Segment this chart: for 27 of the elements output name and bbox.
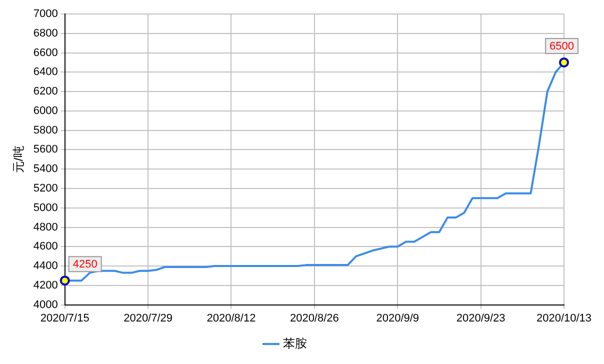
annotation: 4250 xyxy=(72,258,98,271)
x-tick-label: 2020/8/26 xyxy=(290,312,339,324)
y-axis-title: 元/吨 xyxy=(12,146,26,174)
y-tick-label: 5600 xyxy=(33,144,58,156)
y-tick-label: 6400 xyxy=(33,66,58,78)
y-tick-label: 4200 xyxy=(33,279,58,292)
y-tick-label: 6200 xyxy=(33,86,58,98)
y-tick-label: 5200 xyxy=(33,182,58,195)
x-tick-label: 2020/7/29 xyxy=(124,312,173,324)
y-tick-label: 6800 xyxy=(33,27,58,40)
y-tick-label: 5400 xyxy=(33,163,58,176)
x-tick-label: 2020/9/9 xyxy=(376,312,420,324)
y-tick-label: 5000 xyxy=(33,202,58,214)
x-tick-label: 2020/10/13 xyxy=(536,312,592,324)
x-tick-label: 2020/8/12 xyxy=(206,312,256,324)
annotation: 6500 xyxy=(550,40,574,52)
y-tick-label: 4400 xyxy=(33,260,58,272)
legend-label: 苯胺 xyxy=(283,336,307,350)
y-tick-label: 7000 xyxy=(33,8,58,20)
y-tick-label: 5800 xyxy=(33,124,58,136)
y-tick-label: 4600 xyxy=(33,240,58,253)
y-tick-label: 6000 xyxy=(33,104,58,117)
x-tick-label: 2020/9/23 xyxy=(456,312,506,324)
y-tick-label: 4800 xyxy=(33,221,58,234)
x-tick-label: 2020/7/15 xyxy=(40,312,90,324)
y-tick-label: 6600 xyxy=(33,46,58,59)
y-tick-label: 4000 xyxy=(33,298,58,311)
